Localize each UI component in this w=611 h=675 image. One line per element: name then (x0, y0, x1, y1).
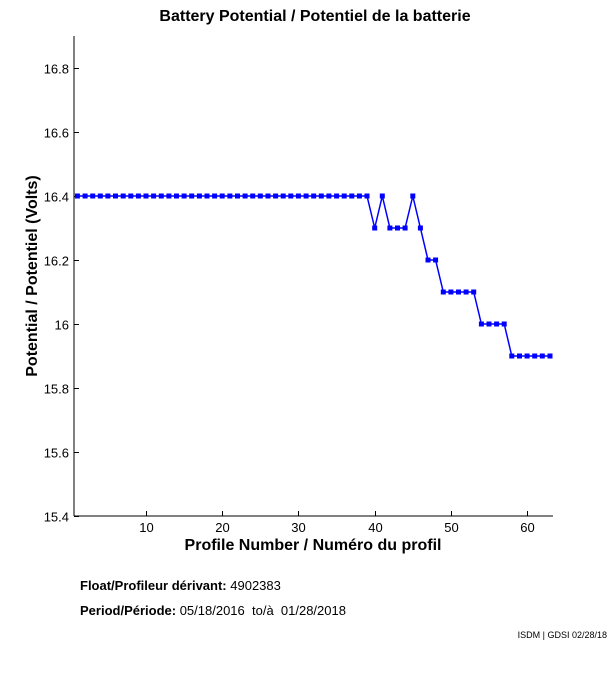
data-point-marker (311, 193, 317, 199)
float-value: 4902383 (230, 578, 281, 593)
data-point-marker (212, 193, 218, 199)
x-tick-label: 20 (215, 520, 229, 535)
data-point-marker (524, 353, 530, 359)
data-point-marker (410, 193, 416, 199)
data-point-marker (471, 289, 477, 295)
data-point-marker (494, 321, 500, 327)
y-tick-label: 16 (55, 318, 69, 333)
x-tick-label: 30 (291, 520, 305, 535)
footer-credit: ISDM | GDSI 02/28/18 (517, 630, 607, 640)
data-point-marker (433, 257, 439, 263)
data-point-marker (539, 353, 545, 359)
chart-title: Battery Potential / Potentiel de la batt… (159, 8, 471, 25)
data-point-marker (151, 193, 157, 199)
y-tick-label: 15.4 (44, 510, 69, 525)
data-point-marker (265, 193, 271, 199)
data-point-marker (166, 193, 172, 199)
axes (73, 36, 553, 517)
data-point-marker (158, 193, 164, 199)
data-point-marker (204, 193, 210, 199)
series-line (77, 195, 550, 357)
data-point-marker (334, 193, 340, 199)
data-point-marker (547, 353, 553, 359)
data-point-marker (105, 193, 111, 199)
data-point-marker (463, 289, 469, 295)
data-point-marker (143, 193, 149, 199)
data-point-marker (235, 193, 240, 199)
data-point-marker (372, 225, 378, 231)
data-point-marker (74, 193, 80, 199)
y-axis-label: Potential / Potentiel (Volts) (24, 175, 41, 377)
data-point-marker (501, 321, 507, 327)
data-point-marker (273, 193, 279, 199)
data-point-marker (128, 193, 134, 199)
data-point-marker (288, 193, 294, 199)
data-point-marker (189, 193, 195, 199)
data-point-marker (174, 193, 179, 199)
data-point-marker (448, 289, 454, 295)
data-point-marker (318, 193, 324, 199)
data-point-marker (120, 193, 126, 199)
data-point-marker (90, 193, 96, 199)
data-point-marker (97, 193, 103, 199)
data-point-marker (356, 193, 362, 199)
x-tick-label: 40 (368, 520, 382, 535)
data-point-marker (242, 193, 248, 199)
series (74, 193, 553, 359)
y-tick-label: 15.6 (44, 446, 69, 461)
data-point-marker (456, 289, 461, 295)
data-point-marker (486, 321, 492, 327)
x-axis-label: Profile Number / Numéro du profil (185, 537, 442, 554)
data-point-marker (303, 193, 309, 199)
y-tick-label: 15.8 (44, 382, 69, 397)
data-point-marker (280, 193, 286, 199)
data-point-marker (417, 225, 423, 231)
x-tick-label: 60 (520, 520, 534, 535)
data-point-marker (478, 321, 484, 327)
data-point-marker (227, 193, 233, 199)
data-point-marker (379, 193, 385, 199)
ticks: 15.4 15.6 15.8 16 16.2 16.4 16.6 16.8 10 20 30 40 50… (44, 62, 535, 536)
data-point-marker (349, 193, 355, 199)
data-point-marker (326, 193, 332, 199)
data-point-marker (440, 289, 446, 295)
data-point-marker (532, 353, 538, 359)
float-info: Float/Profileur dérivant: 4902383 (80, 578, 281, 593)
period-label: Period/Période: (80, 603, 177, 618)
data-point-marker (135, 193, 141, 199)
float-label: Float/Profileur dérivant: (80, 578, 227, 593)
data-point-marker (181, 193, 187, 199)
data-point-marker (219, 193, 225, 199)
data-point-marker (509, 353, 515, 359)
data-point-marker (402, 225, 408, 231)
y-tick-label: 16.2 (44, 254, 69, 269)
data-point-marker (113, 193, 118, 199)
y-tick-label: 16.6 (44, 126, 69, 141)
data-point-marker (196, 193, 202, 199)
data-point-marker (517, 353, 522, 359)
data-point-marker (250, 193, 256, 199)
period-info: Period/Période: 05/18/2016 to/à 01/28/20… (80, 603, 346, 618)
data-point-marker (395, 225, 400, 231)
data-point-marker (341, 193, 347, 199)
data-point-marker (387, 225, 393, 231)
data-point-marker (257, 193, 263, 199)
x-tick-label: 10 (139, 520, 153, 535)
y-tick-label: 16.8 (44, 62, 69, 77)
data-point-marker (295, 193, 301, 199)
y-tick-label: 16.4 (44, 190, 69, 205)
x-tick-label: 50 (444, 520, 458, 535)
period-value: 05/18/2016 to/à 01/28/2018 (179, 603, 346, 618)
data-point-marker (425, 257, 431, 263)
data-point-marker (82, 193, 88, 199)
data-point-marker (364, 193, 370, 199)
